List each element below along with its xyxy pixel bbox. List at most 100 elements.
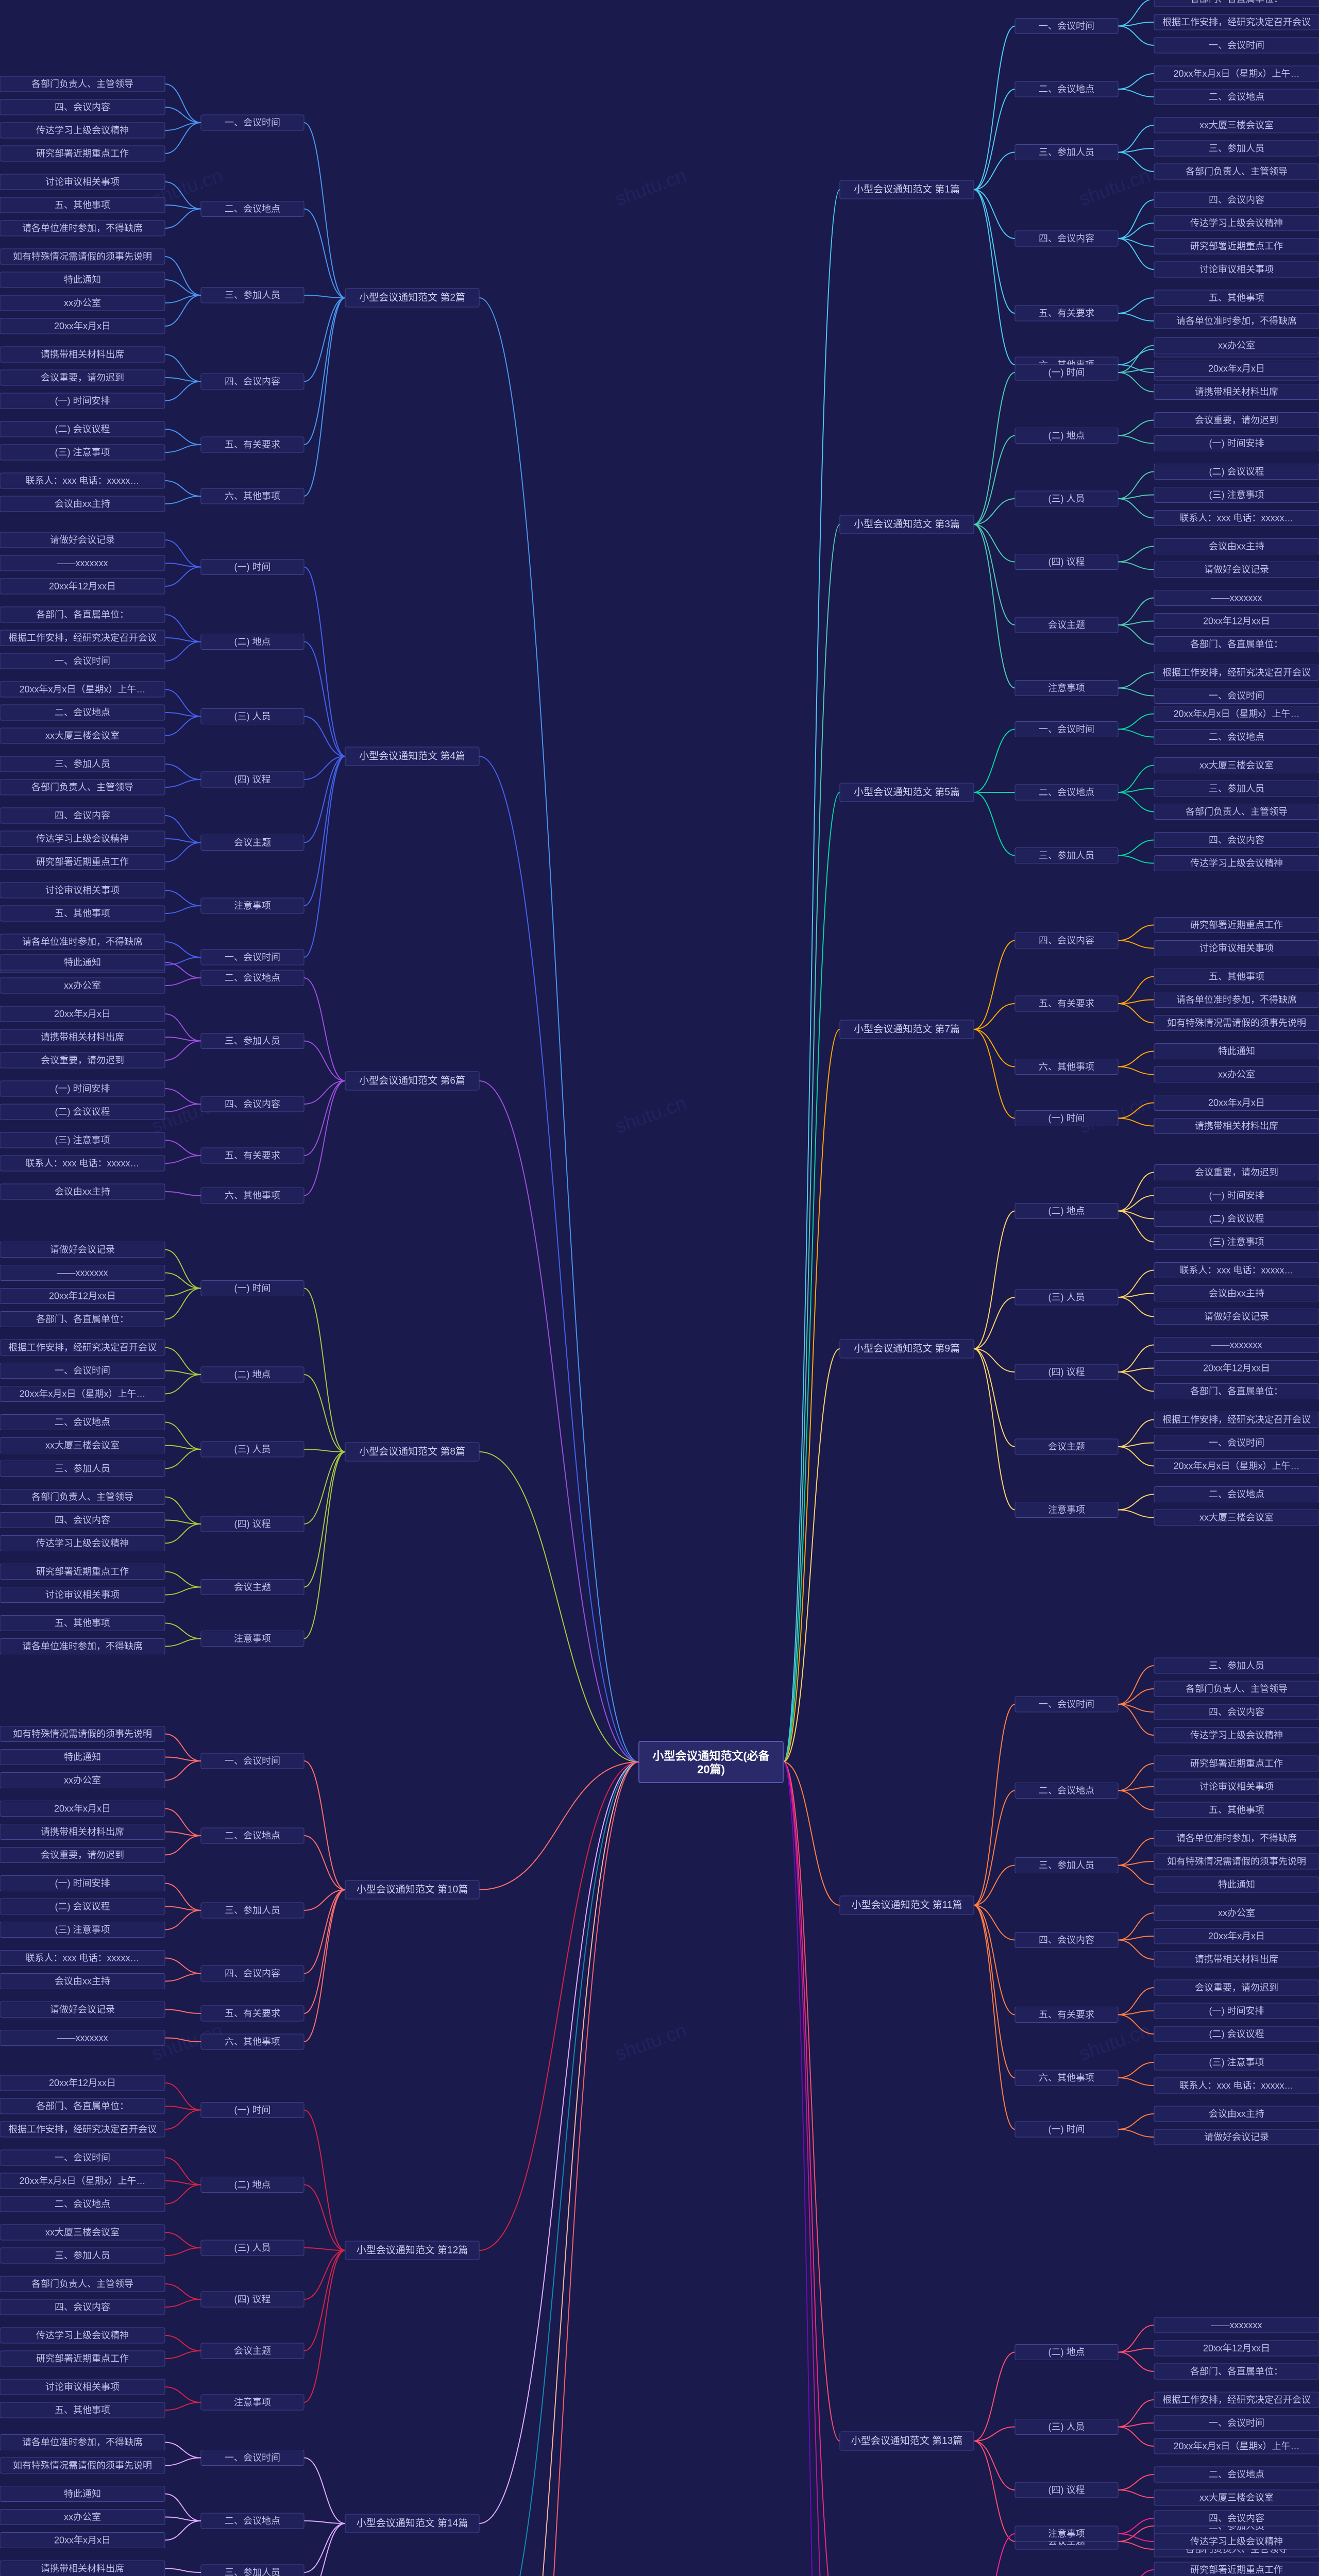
svg-text:讨论审议相关事项: 讨论审议相关事项 <box>45 2382 120 2392</box>
svg-text:请携带相关材料出席: 请携带相关材料出席 <box>41 1032 124 1042</box>
svg-text:小型会议通知范文 第11篇: 小型会议通知范文 第11篇 <box>851 1900 962 1911</box>
svg-text:请各单位准时参加，不得缺席: 请各单位准时参加，不得缺席 <box>1176 1833 1297 1843</box>
svg-text:一、会议时间: 一、会议时间 <box>1209 1438 1264 1448</box>
svg-text:请各单位准时参加，不得缺席: 请各单位准时参加，不得缺席 <box>22 937 143 947</box>
svg-text:四、会议内容: 四、会议内容 <box>55 1515 110 1526</box>
svg-text:一、会议时间: 一、会议时间 <box>225 117 280 128</box>
svg-text:请携带相关材料出席: 请携带相关材料出席 <box>1195 387 1278 397</box>
svg-text:各部门负责人、主管领导: 各部门负责人、主管领导 <box>31 2279 133 2289</box>
svg-text:四、会议内容: 四、会议内容 <box>225 1969 280 1979</box>
svg-text:一、会议时间: 一、会议时间 <box>225 2453 280 2463</box>
svg-text:(三) 注意事项: (三) 注意事项 <box>1209 1237 1264 1247</box>
svg-text:小型会议通知范文 第8篇: 小型会议通知范文 第8篇 <box>359 1446 465 1458</box>
svg-text:xx大厦三楼会议室: xx大厦三楼会议室 <box>1199 2493 1274 2503</box>
svg-text:二、会议地点: 二、会议地点 <box>55 707 110 718</box>
svg-text:各部门、各直属单位：: 各部门、各直属单位： <box>1190 1386 1283 1397</box>
svg-text:(三) 注意事项: (三) 注意事项 <box>55 1925 110 1935</box>
svg-text:五、其他事项: 五、其他事项 <box>1209 972 1264 982</box>
svg-text:传达学习上级会议精神: 传达学习上级会议精神 <box>1190 1730 1283 1740</box>
svg-text:注意事项: 注意事项 <box>234 901 271 911</box>
svg-text:——xxxxxxx: ——xxxxxxx <box>57 1268 108 1278</box>
svg-text:会议由xx主持: 会议由xx主持 <box>1209 1289 1264 1299</box>
svg-text:会议主题: 会议主题 <box>1048 620 1085 630</box>
svg-text:三、参加人员: 三、参加人员 <box>225 290 280 300</box>
svg-text:六、其他事项: 六、其他事项 <box>1039 1062 1094 1072</box>
svg-text:如有特殊情况需请假的须事先说明: 如有特殊情况需请假的须事先说明 <box>13 2461 152 2471</box>
svg-text:shutu.cn: shutu.cn <box>613 2020 689 2065</box>
svg-text:(一) 时间: (一) 时间 <box>1049 1113 1085 1124</box>
svg-text:20xx年x月x日: 20xx年x月x日 <box>54 1804 111 1814</box>
svg-text:(一) 时间安排: (一) 时间安排 <box>55 1083 110 1094</box>
svg-text:如有特殊情况需请假的须事先说明: 如有特殊情况需请假的须事先说明 <box>1167 1018 1306 1028</box>
svg-text:(四) 议程: (四) 议程 <box>234 1519 271 1529</box>
svg-text:研究部署近期重点工作: 研究部署近期重点工作 <box>36 148 129 159</box>
svg-text:(二) 会议议程: (二) 会议议程 <box>1209 467 1264 477</box>
svg-text:六、其他事项: 六、其他事项 <box>225 2037 280 2047</box>
svg-text:(二) 会议议程: (二) 会议议程 <box>55 1107 110 1117</box>
svg-text:会议由xx主持: 会议由xx主持 <box>55 1187 110 1197</box>
svg-text:(三) 人员: (三) 人员 <box>234 711 271 722</box>
svg-text:(一) 时间: (一) 时间 <box>234 1283 271 1294</box>
svg-text:20xx年12月xx日: 20xx年12月xx日 <box>1203 616 1270 626</box>
svg-text:一、会议时间: 一、会议时间 <box>1039 724 1094 735</box>
svg-text:xx办公室: xx办公室 <box>64 2512 101 2522</box>
mindmap-canvas: shutu.cnshutu.cnshutu.cnshutu.cnshutu.cn… <box>0 0 1319 2576</box>
svg-text:小型会议通知范文 第9篇: 小型会议通知范文 第9篇 <box>854 1343 960 1354</box>
svg-text:一、会议时间: 一、会议时间 <box>1209 2418 1264 2428</box>
svg-text:讨论审议相关事项: 讨论审议相关事项 <box>45 1590 120 1600</box>
svg-text:四、会议内容: 四、会议内容 <box>55 2302 110 2312</box>
svg-text:三、参加人员: 三、参加人员 <box>225 2567 280 2576</box>
svg-text:注意事项: 注意事项 <box>1048 683 1085 693</box>
svg-text:(一) 时间: (一) 时间 <box>234 562 271 572</box>
svg-text:五、其他事项: 五、其他事项 <box>55 2405 110 2415</box>
svg-text:请各单位准时参加，不得缺席: 请各单位准时参加，不得缺席 <box>1176 995 1297 1005</box>
svg-text:传达学习上级会议精神: 传达学习上级会议精神 <box>1190 858 1283 869</box>
svg-text:20xx年x月x日（星期x）上午…: 20xx年x月x日（星期x）上午… <box>1173 1461 1299 1471</box>
svg-text:(二) 会议议程: (二) 会议议程 <box>55 424 110 434</box>
svg-text:二、会议地点: 二、会议地点 <box>225 973 280 983</box>
svg-text:联系人：xxx 电话：xxxxx…: 联系人：xxx 电话：xxxxx… <box>25 1158 139 1168</box>
svg-text:小型会议通知范文 第1篇: 小型会议通知范文 第1篇 <box>854 184 960 195</box>
svg-text:请做好会议记录: 请做好会议记录 <box>1204 1312 1269 1322</box>
svg-text:二、会议地点: 二、会议地点 <box>1209 1489 1264 1500</box>
svg-text:xx大厦三楼会议室: xx大厦三楼会议室 <box>45 1440 120 1451</box>
svg-text:(三) 人员: (三) 人员 <box>1049 1292 1085 1302</box>
svg-text:请做好会议记录: 请做好会议记录 <box>1204 565 1269 575</box>
svg-text:一、会议时间: 一、会议时间 <box>1209 40 1264 50</box>
svg-text:三、参加人员: 三、参加人员 <box>1209 1660 1264 1671</box>
svg-text:二、会议地点: 二、会议地点 <box>225 1831 280 1841</box>
svg-text:各部门、各直属单位：: 各部门、各直属单位： <box>36 2101 129 2111</box>
svg-text:二、会议地点: 二、会议地点 <box>1039 1786 1094 1796</box>
svg-text:特此通知: 特此通知 <box>64 275 101 285</box>
svg-text:传达学习上级会议精神: 传达学习上级会议精神 <box>36 2330 129 2341</box>
svg-text:xx大厦三楼会议室: xx大厦三楼会议室 <box>1199 120 1274 130</box>
svg-text:五、有关要求: 五、有关要求 <box>1039 998 1094 1009</box>
svg-text:小型会议通知范文 第12篇: 小型会议通知范文 第12篇 <box>357 2245 468 2256</box>
svg-text:20xx年x月x日（星期x）上午…: 20xx年x月x日（星期x）上午… <box>1173 2441 1299 2451</box>
svg-text:(三) 人员: (三) 人员 <box>234 1444 271 1454</box>
svg-text:会议重要，请勿迟到: 会议重要，请勿迟到 <box>1195 1167 1278 1178</box>
svg-text:——xxxxxxx: ——xxxxxxx <box>1211 2320 1262 2330</box>
svg-text:——xxxxxxx: ——xxxxxxx <box>1211 1340 1262 1350</box>
svg-text:三、参加人员: 三、参加人员 <box>1209 143 1264 154</box>
svg-text:特此通知: 特此通知 <box>64 1752 101 1762</box>
svg-text:各部门负责人、主管领导: 各部门负责人、主管领导 <box>31 1492 133 1502</box>
svg-text:六、其他事项: 六、其他事项 <box>1039 2073 1094 2083</box>
svg-text:小型会议通知范文 第5篇: 小型会议通知范文 第5篇 <box>854 787 960 798</box>
svg-text:20xx年x月x日: 20xx年x月x日 <box>1208 1098 1265 1108</box>
svg-text:(四) 议程: (四) 议程 <box>1049 1367 1085 1377</box>
svg-text:xx大厦三楼会议室: xx大厦三楼会议室 <box>45 731 120 741</box>
svg-text:根据工作安排，经研究决定召开会议: 根据工作安排，经研究决定召开会议 <box>1162 668 1311 678</box>
svg-text:五、其他事项: 五、其他事项 <box>1209 1805 1264 1815</box>
svg-text:传达学习上级会议精神: 传达学习上级会议精神 <box>36 1538 129 1549</box>
svg-text:传达学习上级会议精神: 传达学习上级会议精神 <box>36 125 129 135</box>
svg-text:小型会议通知范文 第6篇: 小型会议通知范文 第6篇 <box>359 1075 465 1087</box>
svg-text:请做好会议记录: 请做好会议记录 <box>1204 2132 1269 2142</box>
svg-text:二、会议地点: 二、会议地点 <box>1039 787 1094 798</box>
svg-text:小型会议通知范文 第10篇: 小型会议通知范文 第10篇 <box>357 1884 468 1895</box>
svg-text:五、有关要求: 五、有关要求 <box>225 2008 280 2019</box>
svg-text:shutu.cn: shutu.cn <box>613 165 689 211</box>
svg-text:请各单位准时参加，不得缺席: 请各单位准时参加，不得缺席 <box>22 1641 143 1652</box>
svg-text:各部门、各直属单位：: 各部门、各直属单位： <box>1190 0 1283 4</box>
svg-text:xx大厦三楼会议室: xx大厦三楼会议室 <box>1199 760 1274 771</box>
